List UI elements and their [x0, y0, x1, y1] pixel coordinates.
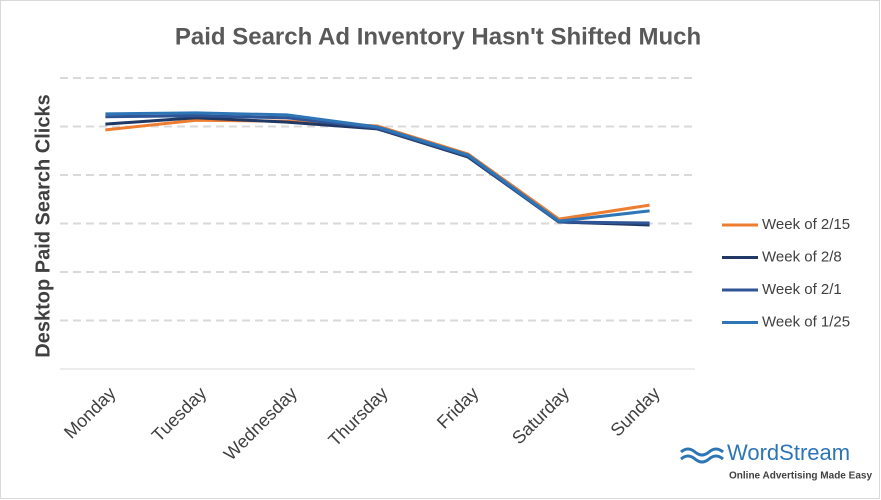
legend-label: Week of 2/1 — [762, 281, 842, 298]
legend-label: Week of 1/25 — [762, 313, 850, 330]
legend-label: Week of 2/8 — [762, 248, 842, 265]
logo-wave — [680, 454, 724, 464]
chart-title: Paid Search Ad Inventory Hasn't Shifted … — [175, 23, 701, 50]
series-line — [105, 111, 650, 223]
logo-name: WordStream — [727, 440, 850, 465]
legend-label: Week of 2/15 — [762, 216, 850, 233]
y-axis-label: Desktop Paid Search Clicks — [32, 94, 54, 357]
logo-wave — [680, 447, 724, 457]
logo-tagline: Online Advertising Made Easy — [729, 471, 872, 482]
logo: WordStream Online Advertising Made Easy — [680, 440, 872, 482]
